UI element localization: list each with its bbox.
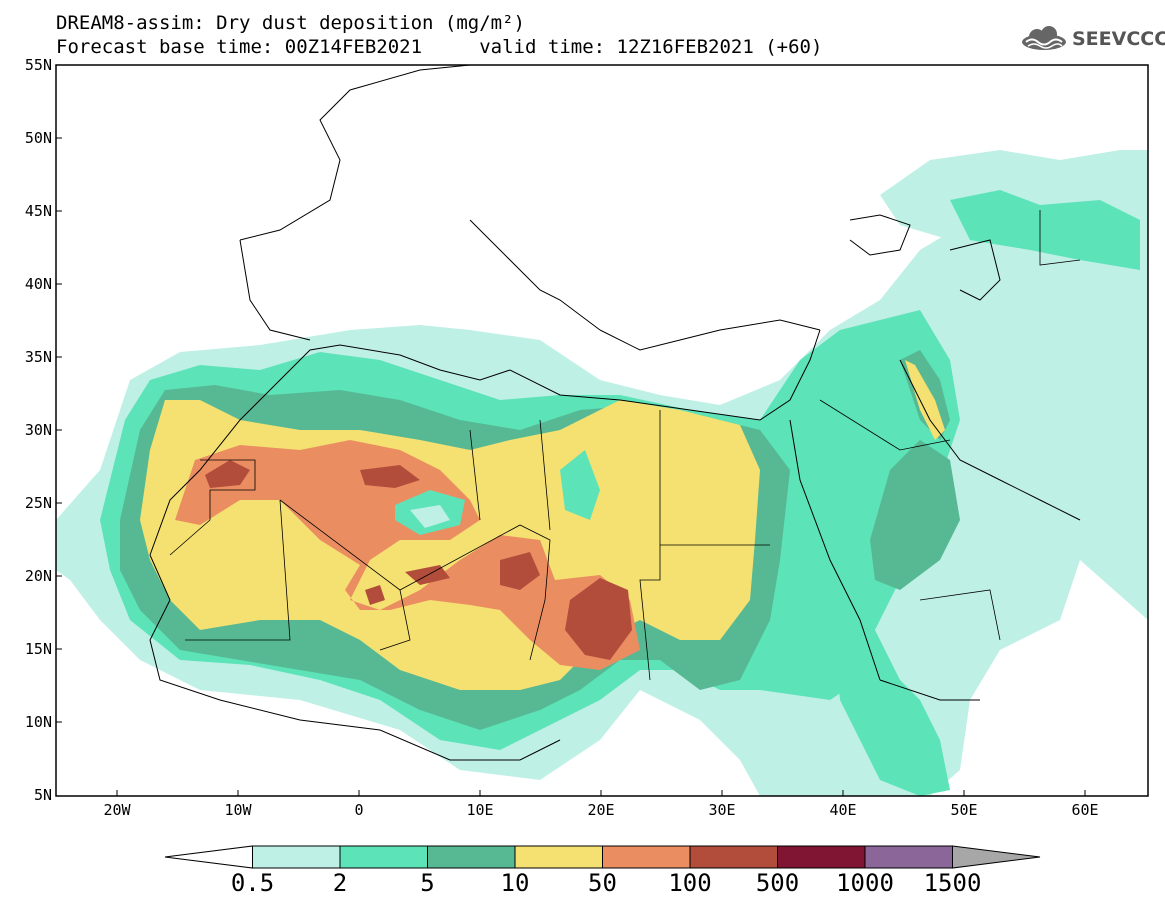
lat-label: 15N (25, 640, 52, 658)
colorbar-label: 100 (668, 869, 711, 897)
logo-text: SEEVCCC (1072, 28, 1165, 50)
coastlines (149, 65, 1081, 761)
colorbar-label: 0.5 (231, 869, 274, 897)
colorbar-label: 1500 (924, 869, 982, 897)
colorbar-upper-arrow (952, 845, 1041, 869)
lat-label: 25N (25, 494, 52, 512)
lat-label: 20N (25, 567, 52, 585)
lat-labels: 55N 50N 45N 40N 35N 30N 25N 20N 15N 10N … (25, 56, 52, 804)
colorbar-segment (777, 845, 866, 869)
colorbar-segment (602, 845, 691, 869)
seevccc-logo: SEEVCCC (1020, 26, 1165, 52)
colorbar-label: 10 (501, 869, 530, 897)
lat-label: 30N (25, 421, 52, 439)
dust-contour-2-east (830, 600, 950, 796)
colorbar-label: 5 (420, 869, 434, 897)
lat-label: 40N (25, 275, 52, 293)
colorbar-segment (339, 845, 428, 869)
lon-label: 10W (224, 801, 252, 819)
lat-label: 55N (25, 56, 52, 74)
colorbar-label: 2 (333, 869, 347, 897)
colorbar-labels: 0.5 2 5 10 50 100 500 1000 1500 (231, 869, 982, 897)
colorbar-segment (427, 845, 516, 869)
lon-label: 40E (829, 801, 856, 819)
lat-label: 45N (25, 202, 52, 220)
map-title: DREAM8-assim: Dry dust deposition (mg/m²… (56, 12, 525, 34)
colorbar-segment (514, 845, 603, 869)
dust-hole-chad (560, 450, 600, 520)
lat-label: 50N (25, 129, 52, 147)
lon-labels: 20W 10W 0 10E 20E 30E 40E 50E 60E (103, 801, 1098, 819)
colorbar-segment (689, 845, 778, 869)
lon-label: 10E (466, 801, 493, 819)
lon-label: 20W (103, 801, 131, 819)
forecast-time-line: Forecast base time: 00Z14FEB2021 valid t… (56, 36, 823, 58)
dust-hole-libya-inner (410, 505, 450, 528)
map-ticks (56, 64, 1086, 796)
dust-contour-10-redsea (905, 360, 945, 440)
colorbar-lower-arrow (164, 845, 253, 869)
dust-contour-100 (205, 460, 632, 660)
colorbar-label: 1000 (836, 869, 894, 897)
colorbar-segment (252, 845, 341, 869)
lon-label: 20E (587, 801, 614, 819)
colorbar-label: 500 (756, 869, 799, 897)
cloud-icon (1022, 26, 1066, 50)
colorbar (164, 845, 1041, 869)
dust-field (56, 150, 1148, 796)
lon-label: 0 (354, 801, 363, 819)
lat-label: 5N (34, 786, 52, 804)
lon-label: 50E (950, 801, 977, 819)
dust-contour-50 (175, 440, 640, 670)
lat-label: 10N (25, 713, 52, 731)
country-borders (169, 210, 1081, 681)
dust-contour-5-arabia (870, 440, 960, 590)
colorbar-label: 50 (588, 869, 617, 897)
lon-label: 30E (708, 801, 735, 819)
lon-label: 60E (1071, 801, 1098, 819)
dust-contour-2-caspian (950, 190, 1140, 270)
colorbar-segment (864, 845, 953, 869)
lat-label: 35N (25, 348, 52, 366)
